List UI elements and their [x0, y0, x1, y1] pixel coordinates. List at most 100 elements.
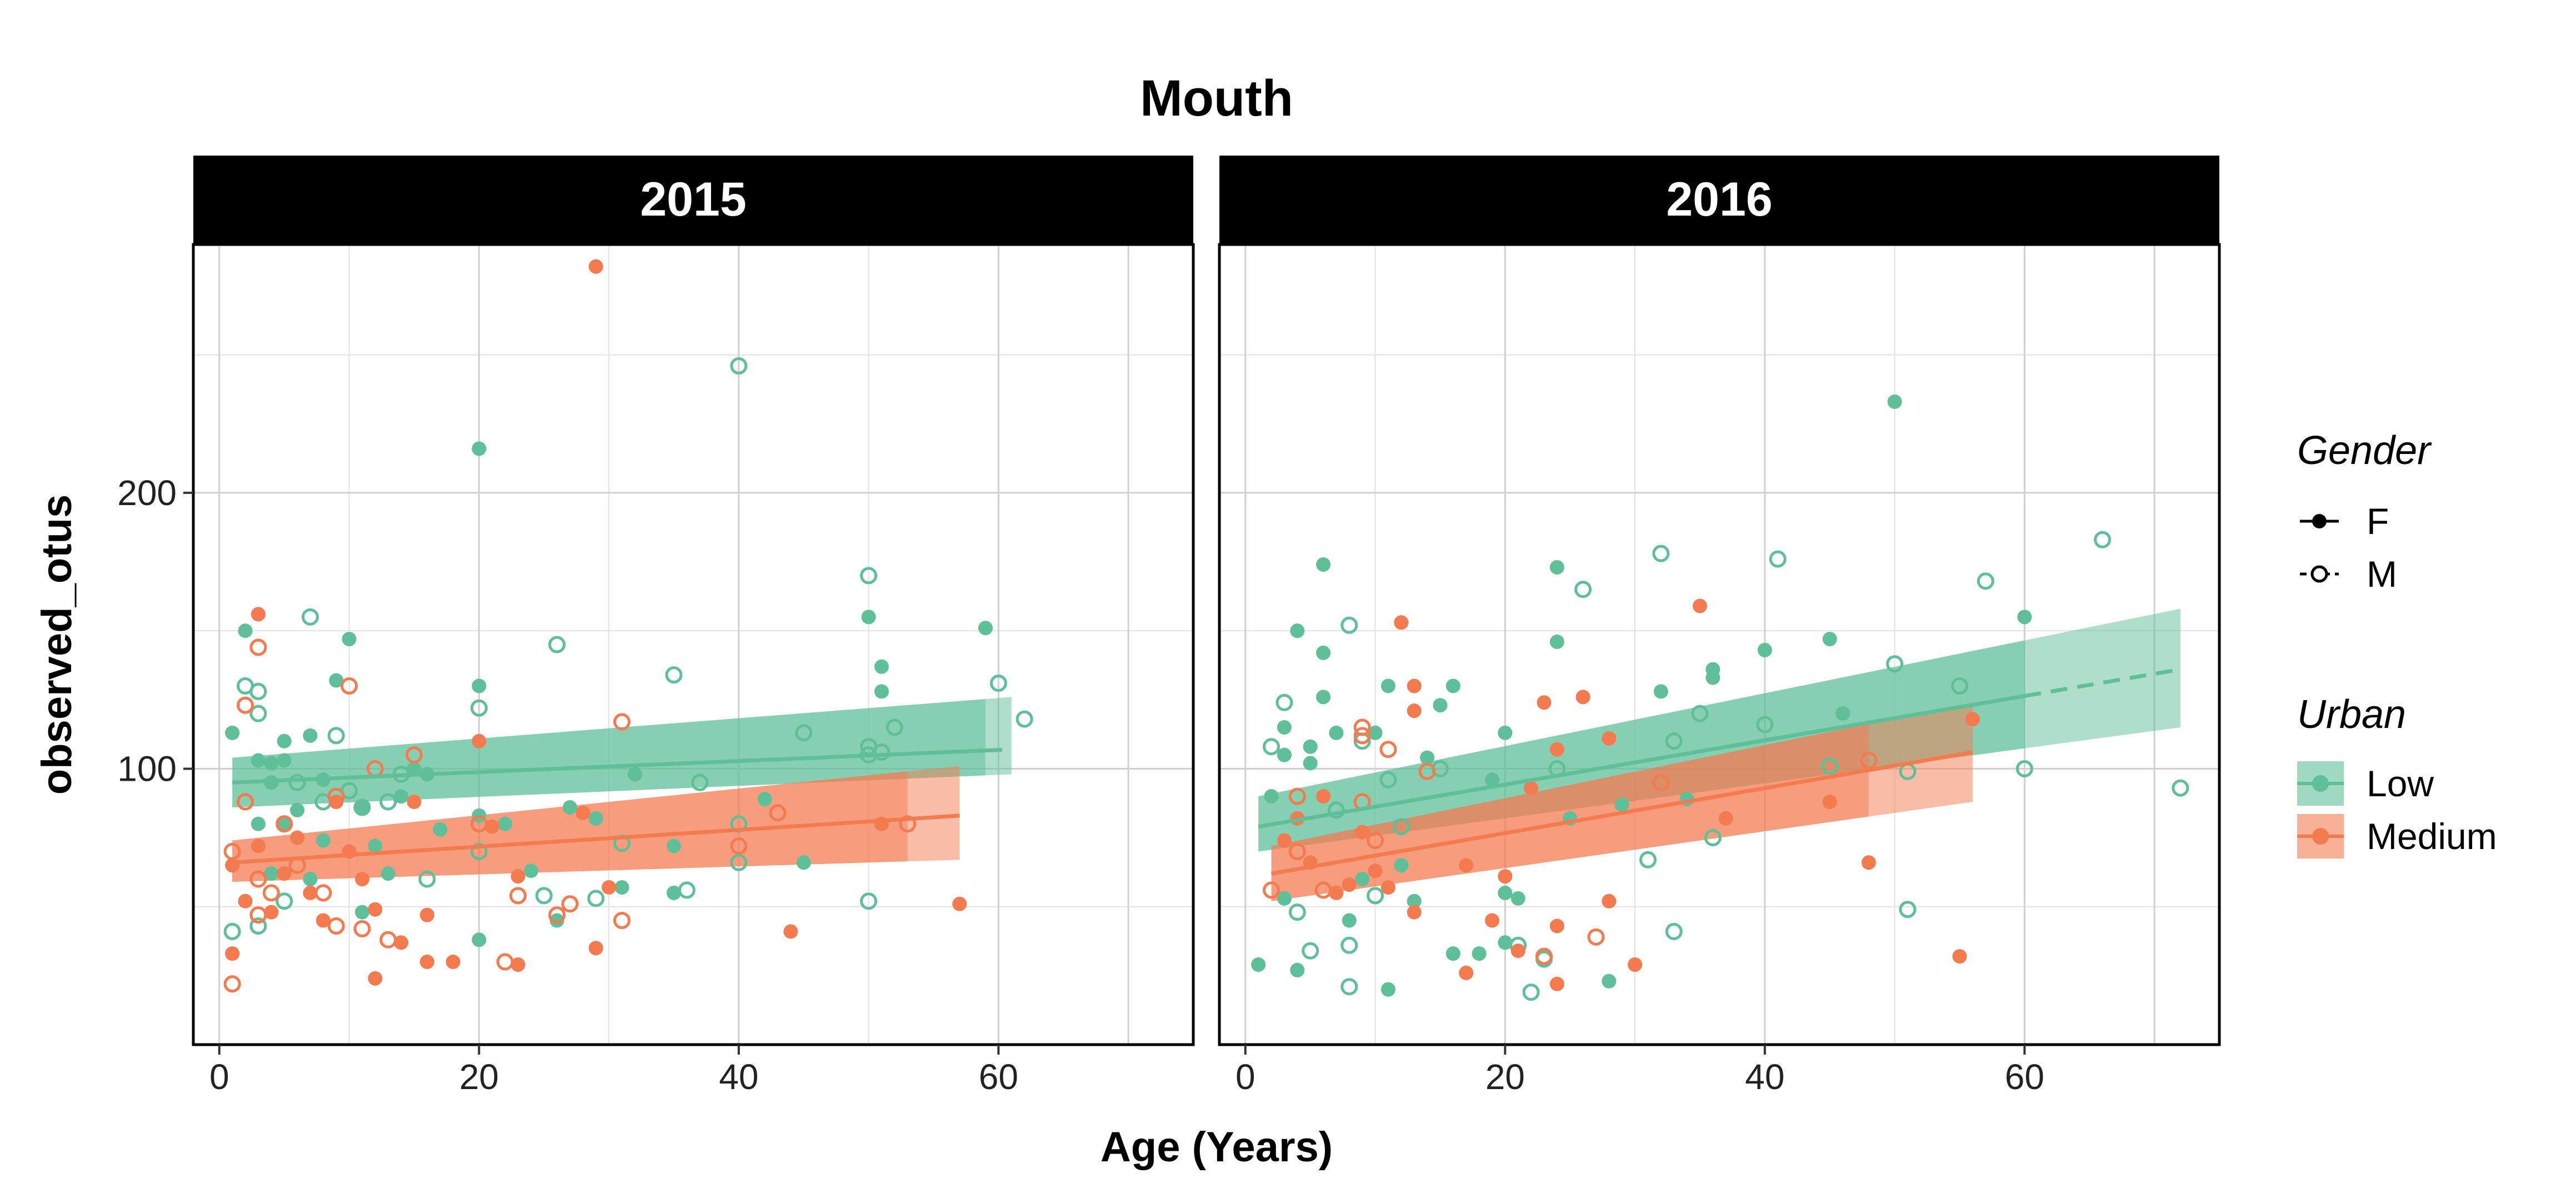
data-point-low-f: [1303, 756, 1318, 771]
data-point-medium-m: [1418, 762, 1436, 780]
data-point-medium-m: [509, 887, 527, 905]
data-point-low-f: [1472, 946, 1487, 961]
data-point-low-f: [874, 684, 889, 699]
fit-line-low: [232, 748, 986, 785]
data-point-low-m: [1769, 550, 1787, 568]
data-point-low-m: [470, 699, 488, 717]
data-point-low-m: [276, 892, 293, 910]
data-point-low-f: [238, 623, 253, 638]
data-point-low-m: [1665, 732, 1683, 750]
data-point-medium-m: [1353, 727, 1371, 745]
fit-line-dashed-low: [985, 747, 1012, 753]
data-point-medium-f: [446, 955, 461, 970]
data-point-low-f: [562, 800, 577, 815]
data-point-low-f: [251, 816, 266, 831]
data-point-medium-m: [223, 975, 241, 993]
data-point-low-f: [1277, 891, 1292, 906]
data-point-medium-f: [1459, 965, 1474, 980]
data-point-low-m: [1821, 757, 1839, 775]
x-tick-label: 40: [1745, 1057, 1784, 1097]
fit-line-low: [1258, 694, 2025, 829]
chart-title: Mouth: [1140, 70, 1293, 127]
fit-line-medium: [1271, 750, 1973, 876]
legend-label-medium: Medium: [2367, 816, 2497, 857]
data-point-medium-m: [237, 696, 254, 714]
data-point-low-m: [1340, 978, 1358, 996]
data-point-medium-f: [354, 872, 369, 887]
legend-label-low: Low: [2367, 763, 2434, 804]
data-point-low-f: [1498, 885, 1513, 900]
data-point-medium-m: [1860, 752, 1878, 770]
x-tick-label: 0: [1236, 1057, 1256, 1097]
fit-band-extension-low: [985, 697, 1012, 776]
data-point-medium-f: [1484, 913, 1499, 928]
data-point-low-f: [1549, 635, 1564, 650]
data-point-medium-f: [368, 902, 383, 917]
data-point-medium-m: [1379, 741, 1397, 758]
data-point-low-m: [691, 773, 709, 791]
data-point-low-f: [316, 833, 331, 848]
legend-key-point-low: [2312, 775, 2329, 792]
data-point-low-m: [327, 727, 345, 745]
data-point-medium-f: [303, 885, 318, 900]
data-point-medium-m: [470, 815, 488, 833]
data-point-low-m: [1379, 771, 1397, 788]
data-point-low-m: [223, 922, 241, 940]
x-tick-label: 20: [1485, 1057, 1525, 1097]
data-point-low-f: [874, 659, 889, 674]
data-point-medium-f: [1549, 976, 1564, 991]
data-point-medium-f: [783, 924, 798, 939]
data-point-medium-m: [1314, 881, 1332, 899]
data-point-low-m: [1977, 572, 1994, 590]
data-point-medium-f: [316, 913, 331, 928]
data-point-low-f: [1368, 725, 1383, 740]
data-point-low-f: [1303, 739, 1318, 754]
data-point-medium-m: [561, 895, 579, 913]
data-point-medium-m: [327, 787, 345, 805]
data-point-low-m: [548, 636, 566, 653]
data-point-low-f: [1433, 698, 1448, 713]
data-point-low-f: [1484, 772, 1499, 787]
data-point-medium-m: [613, 713, 631, 731]
data-point-low-m: [1899, 901, 1917, 919]
legend-label-f: F: [2367, 501, 2389, 542]
data-point-low-f: [1549, 560, 1564, 575]
data-point-medium-m: [379, 931, 397, 949]
data-point-medium-f: [1602, 731, 1617, 746]
data-point-medium-m: [341, 677, 358, 695]
fit-band-extension-low: [2024, 608, 2180, 748]
fit-band-low: [232, 698, 986, 807]
data-point-low-m: [249, 682, 267, 700]
data-point-low-f: [264, 756, 279, 771]
y-tick-label: 200: [117, 473, 177, 513]
data-point-medium-f: [1549, 742, 1564, 757]
legend: Gender FM Urban Low Medium: [2297, 428, 2497, 858]
data-point-medium-m: [237, 793, 254, 811]
data-point-low-m: [249, 705, 267, 722]
data-point-medium-m: [1652, 773, 1670, 791]
data-point-low-f: [225, 725, 240, 740]
data-point-low-f: [1380, 678, 1395, 693]
data-point-medium-f: [368, 971, 383, 986]
data-point-low-m: [535, 887, 553, 905]
data-point-low-f: [1316, 645, 1331, 660]
data-point-low-m: [1340, 616, 1358, 634]
data-point-low-f: [1705, 670, 1720, 685]
facet-strip-label: 2016: [1666, 173, 1772, 226]
data-point-low-f: [1498, 935, 1513, 950]
data-point-medium-f: [251, 838, 266, 853]
data-point-medium-f: [1575, 690, 1590, 705]
data-point-medium-f: [1342, 877, 1357, 892]
y-axis-title: observed_otus: [33, 495, 81, 795]
data-point-low-m: [1691, 705, 1709, 722]
data-point-low-f: [394, 789, 409, 804]
data-point-low-f: [1407, 893, 1422, 909]
data-point-low-f: [354, 800, 369, 815]
legend-key-point-f: [2312, 514, 2327, 528]
data-point-medium-f: [238, 893, 253, 909]
data-point-low-f: [1394, 858, 1409, 873]
data-point-medium-m: [730, 837, 748, 855]
data-point-medium-m: [899, 815, 917, 833]
data-point-medium-f: [1602, 893, 1617, 909]
